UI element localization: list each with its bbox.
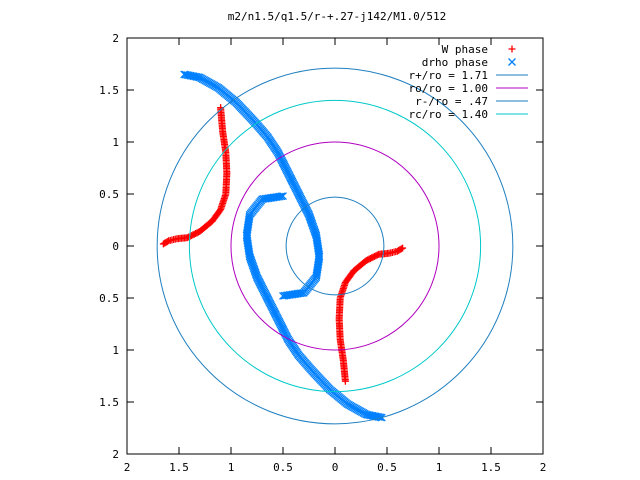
y-tick-label-0: 2	[112, 448, 119, 461]
x-tick-label-2: 1	[228, 461, 235, 474]
legend-label-5: rc/ro = 1.40	[409, 108, 488, 121]
point-1-1-180	[192, 72, 201, 81]
point-1-1-181	[191, 72, 200, 81]
legend-swatch-0	[508, 45, 516, 53]
point-1-0-179	[363, 410, 372, 419]
x-tick-label-5: 0.5	[377, 461, 397, 474]
point-1-1-184	[186, 71, 195, 80]
point-0-1-107	[161, 239, 169, 247]
x-tick-label-6: 1	[436, 461, 443, 474]
point-1-1-179	[194, 73, 203, 82]
point-1-1-182	[189, 72, 198, 81]
circle-5	[188, 99, 482, 393]
series-1	[180, 70, 386, 422]
y-tick-label-7: 1.5	[99, 84, 119, 97]
y-tick-label-2: 1	[112, 344, 119, 357]
legend-label-3: ro/ro = 1.00	[409, 82, 488, 95]
point-1-1-186	[183, 71, 192, 79]
point-1-0-178	[362, 410, 371, 419]
point-1-0-11	[261, 194, 270, 203]
x-tick-label-0: 2	[124, 461, 131, 474]
x-tick-label-4: 0	[332, 461, 339, 474]
point-0-0-105	[397, 245, 405, 253]
point-0-0-106	[399, 244, 407, 252]
circle-2	[156, 67, 514, 425]
point-1-1-178	[195, 73, 204, 82]
point-1-0-183	[370, 412, 378, 420]
point-1-0-182	[368, 411, 377, 420]
y-tick-label-3: 0.5	[99, 292, 119, 305]
plot-area	[156, 67, 514, 425]
y-tick-label-4: 0	[112, 240, 119, 253]
point-0-1-108	[159, 240, 167, 248]
circle-3	[230, 141, 440, 351]
y-tick-label-5: 0.5	[99, 188, 119, 201]
point-1-0-49	[245, 249, 254, 258]
circle-4	[285, 196, 385, 296]
legend-swatch-1	[508, 58, 516, 66]
x-tick-label-3: 0.5	[273, 461, 293, 474]
point-1-1-183	[188, 72, 196, 80]
y-tick-label-6: 1	[112, 136, 119, 149]
point-1-1-187	[181, 70, 190, 79]
legend-label-4: r-/ro = .47	[415, 95, 488, 108]
point-1-1-188	[180, 70, 189, 79]
legend-label-0: W phase	[442, 43, 488, 56]
point-1-1-11	[296, 289, 305, 298]
x-tick-label-7: 1.5	[481, 461, 501, 474]
point-1-0-180	[365, 411, 374, 420]
axes: 2 1.5 1 0.5 0 0.5 1 1.5 221.510.500.511.52	[99, 32, 546, 474]
point-1-1-49	[312, 234, 321, 243]
point-1-0-187	[376, 413, 385, 422]
point-1-1-185	[184, 71, 193, 80]
legend-label-1: drho phase	[422, 56, 488, 69]
x-tick-label-8: 2	[540, 461, 547, 474]
legend-label-2: r+/ro = 1.71	[409, 69, 488, 82]
x-tick-label-1: 1.5	[169, 461, 189, 474]
series-0	[159, 104, 407, 385]
point-1-0-181	[366, 411, 375, 420]
y-tick-label-1: 1.5	[99, 396, 119, 409]
chart-title: m2/n1.5/q1.5/r-+.27-j142/M1.0/512	[228, 10, 447, 23]
y-tick-label-8: 2	[112, 32, 119, 45]
